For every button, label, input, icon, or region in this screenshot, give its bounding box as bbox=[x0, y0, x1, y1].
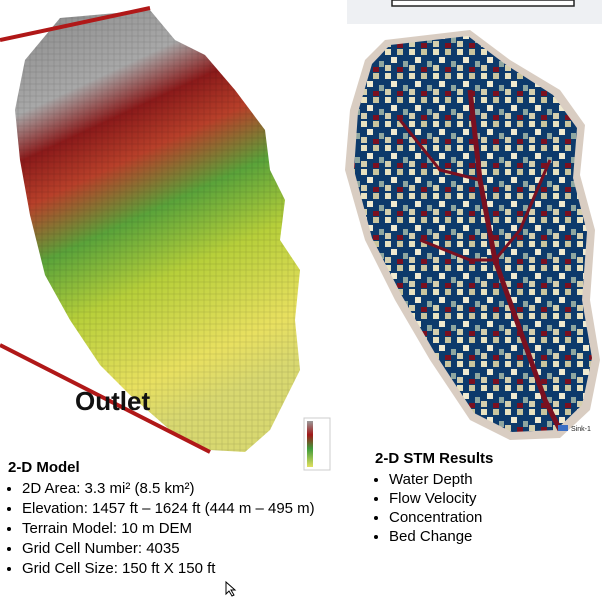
outlet-label: Outlet bbox=[75, 386, 150, 416]
bullet: Terrain Model: 10 m DEM bbox=[22, 519, 315, 539]
bullet: Grid Cell Number: 4035 bbox=[22, 539, 315, 559]
grid-overlay bbox=[15, 10, 300, 452]
bullet: 2D Area: 3.3 mi² (8.5 km²) bbox=[22, 479, 315, 499]
heading: 2-D STM Results bbox=[375, 450, 493, 467]
cursor bbox=[226, 582, 235, 596]
bullet: Flow Velocity bbox=[389, 489, 493, 508]
search-box[interactable] bbox=[392, 0, 574, 6]
results-info: 2-D STM Results Water DepthFlow Velocity… bbox=[375, 450, 493, 546]
bullet: Grid Cell Size: 150 ft X 150 ft bbox=[22, 559, 315, 579]
model-info: 2-D Model 2D Area: 3.3 mi² (8.5 km²)Elev… bbox=[8, 459, 315, 579]
sink-marker bbox=[558, 425, 568, 431]
bullet: Concentration bbox=[389, 508, 493, 527]
bullet-list: Water DepthFlow VelocityConcentrationBed… bbox=[375, 470, 493, 546]
heading: 2-D Model bbox=[8, 459, 315, 476]
bullet: Bed Change bbox=[389, 527, 493, 546]
sink-label: Sink-1 bbox=[571, 426, 591, 433]
page: {"left_panel": {"map_label": "Outlet", "… bbox=[0, 0, 602, 598]
bullet-list: 2D Area: 3.3 mi² (8.5 km²)Elevation: 145… bbox=[8, 479, 315, 579]
bullet: Elevation: 1457 ft – 1624 ft (444 m – 49… bbox=[22, 499, 315, 519]
bullet: Water Depth bbox=[389, 470, 493, 489]
